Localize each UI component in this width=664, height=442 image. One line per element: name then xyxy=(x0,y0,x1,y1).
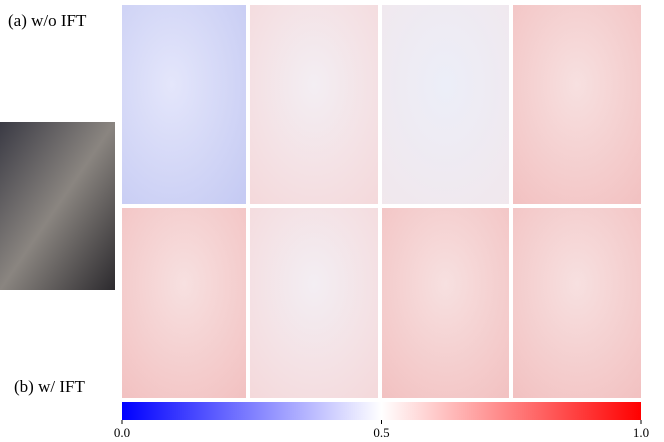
map-panel xyxy=(250,5,378,204)
tick-label: 0.0 xyxy=(114,425,130,440)
figure: (a) w/o IFT (b) w/ IFT 0.0 0.5 1.0 xyxy=(0,0,664,442)
map-panel xyxy=(250,208,378,398)
map-panel xyxy=(122,5,246,204)
tick-label: 1.0 xyxy=(633,425,649,440)
map-panel xyxy=(513,208,641,398)
input-photo xyxy=(0,122,115,290)
map-grid xyxy=(122,5,641,398)
map-panel xyxy=(122,208,246,398)
map-panel xyxy=(382,208,509,398)
colorbar xyxy=(122,402,641,420)
row-label: (b) w/ IFT xyxy=(14,377,85,396)
row-label: (a) w/o IFT xyxy=(8,11,87,30)
map-panel xyxy=(382,5,509,204)
map-panel xyxy=(513,5,641,204)
tick-label: 0.5 xyxy=(373,425,389,440)
